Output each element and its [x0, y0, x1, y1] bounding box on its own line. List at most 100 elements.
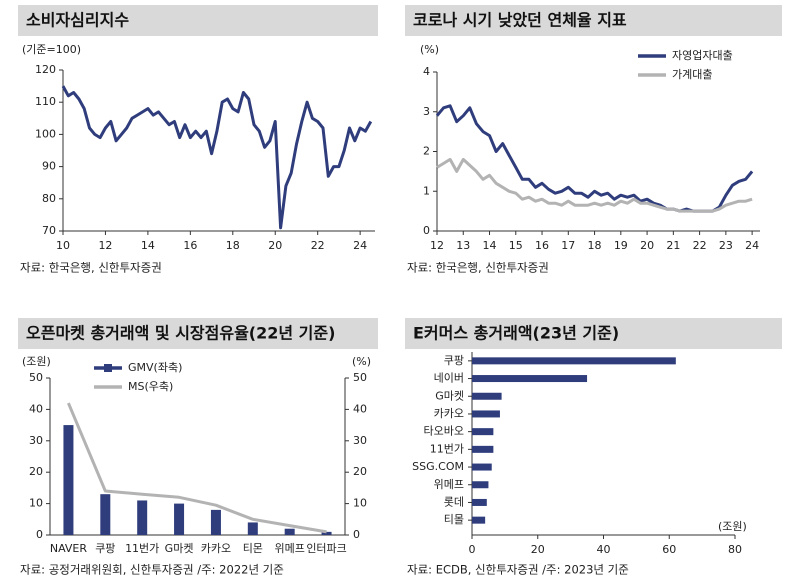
unit-label: (조원): [718, 520, 747, 533]
x-tick-label: 21: [666, 239, 680, 252]
unit-label: (%): [420, 43, 439, 56]
legend-swatch: [104, 364, 112, 372]
title-bar: [405, 5, 782, 36]
x-tick-label: 카카오: [201, 542, 231, 555]
source-note: 자료: 한국은행, 신한투자증권: [20, 261, 162, 275]
y-tick-label: 쿠팡: [444, 354, 464, 367]
x-tick-label: 19: [614, 239, 628, 252]
source-note: 자료: 한국은행, 신한투자증권: [407, 261, 549, 275]
legend-label: 자영업자대출: [672, 49, 733, 62]
y-tick-label: 카카오: [434, 407, 464, 420]
bar: [321, 531, 332, 535]
x-tick-label: 24: [353, 239, 367, 252]
series-line: [67, 402, 327, 534]
source-note: 자료: ECDB, 신한투자증권 /주: 2023년 기준: [407, 563, 629, 577]
y-tick-label: G마켓: [435, 389, 464, 402]
y-tick-label: 네이버: [434, 372, 464, 385]
x-tick-label: 40: [597, 543, 611, 556]
series-line: [436, 157, 753, 213]
y-tick-label: 2: [423, 145, 430, 158]
y-tick-label: 30: [29, 434, 43, 447]
x-tick-label: 60: [662, 543, 676, 556]
bar: [472, 463, 492, 471]
legend-label: MS(우축): [128, 380, 173, 393]
y-tick-label: 70: [42, 224, 56, 237]
y-tick-label: 3: [423, 105, 430, 118]
y-tick-label: 타오바오: [424, 425, 464, 438]
x-tick-label: 11번가: [125, 542, 159, 555]
x-tick-label: 티몬: [243, 542, 263, 555]
y-tick-label: 1: [423, 184, 430, 197]
bar: [472, 410, 500, 418]
x-tick-label: 12: [98, 239, 112, 252]
chart-title: 소비자심리지수: [26, 11, 129, 30]
unit-label: (조원): [22, 355, 51, 368]
y-tick-label: 50: [29, 371, 43, 384]
title-bar: [405, 318, 782, 349]
bar: [247, 522, 258, 535]
bar: [100, 494, 111, 535]
source-note: 자료: 공정거래위원회, 신한투자증권 /주: 2022년 기준: [20, 563, 284, 577]
y-tick-label: 110: [35, 95, 56, 108]
x-tick-label: 13: [456, 239, 470, 252]
x-tick-label: 16: [183, 239, 197, 252]
y-tick-label: 80: [42, 192, 56, 205]
chart-title: E커머스 총거래액(23년 기준): [413, 324, 619, 343]
x-tick-label: 20: [640, 239, 654, 252]
title-bar: [18, 5, 378, 36]
x-tick-label: 24: [745, 239, 759, 252]
bar: [472, 481, 489, 489]
y-tick-label: 11번가: [430, 442, 464, 455]
bar: [472, 428, 494, 436]
y-tick-label: 50: [353, 371, 367, 384]
x-tick-label: 18: [588, 239, 602, 252]
x-tick-label: 15: [509, 239, 523, 252]
x-tick-label: 10: [56, 239, 70, 252]
y-tick-label: 40: [29, 402, 43, 415]
x-tick-label: 23: [719, 239, 733, 252]
x-tick-label: G마켓: [165, 542, 194, 555]
x-tick-label: 12: [430, 239, 444, 252]
y-tick-label: 20: [29, 465, 43, 478]
bar: [174, 503, 185, 535]
x-tick-label: 인터파크: [306, 542, 346, 555]
y-tick-label: 30: [353, 434, 367, 447]
chart-title: 코로나 시기 낮았던 연체율 지표: [413, 11, 627, 30]
x-tick-label: 20: [268, 239, 282, 252]
y-tick-label: SSG.COM: [412, 460, 464, 473]
y-tick-label: 120: [35, 63, 56, 76]
bar: [137, 500, 148, 535]
y-tick-label: 100: [35, 127, 56, 140]
x-tick-label: 17: [561, 239, 575, 252]
x-tick-label: NAVER: [50, 542, 88, 555]
y-tick-label: 0: [36, 528, 43, 541]
y-tick-label: 20: [353, 465, 367, 478]
x-tick-label: 20: [531, 543, 545, 556]
unit-label: (기준=100): [22, 43, 81, 56]
bar: [63, 425, 74, 535]
y-tick-label: 0: [353, 528, 360, 541]
x-tick-label: 16: [535, 239, 549, 252]
x-tick-label: 쿠팡: [95, 542, 115, 555]
bar: [472, 375, 588, 383]
title-bar: [18, 318, 378, 349]
bar: [472, 392, 502, 400]
bar: [210, 509, 221, 535]
x-tick-label: 위메프: [275, 542, 305, 555]
bar: [472, 498, 487, 506]
y-tick-label: 티몰: [444, 513, 464, 526]
series-line: [435, 104, 754, 213]
y-tick-label: 4: [423, 65, 430, 78]
chart-title: 오픈마켓 총거래액 및 시장점유율(22년 기준): [26, 324, 335, 343]
x-tick-label: 14: [483, 239, 497, 252]
bar: [472, 445, 494, 453]
x-tick-label: 22: [311, 239, 325, 252]
x-tick-label: 80: [728, 543, 742, 556]
y-tick-label: 10: [29, 497, 43, 510]
y-tick-label: 롯데: [444, 495, 464, 508]
y-tick-label: 90: [42, 160, 56, 173]
y-tick-label: 위메프: [434, 478, 464, 491]
x-tick-label: 22: [693, 239, 707, 252]
series-line: [61, 85, 373, 230]
